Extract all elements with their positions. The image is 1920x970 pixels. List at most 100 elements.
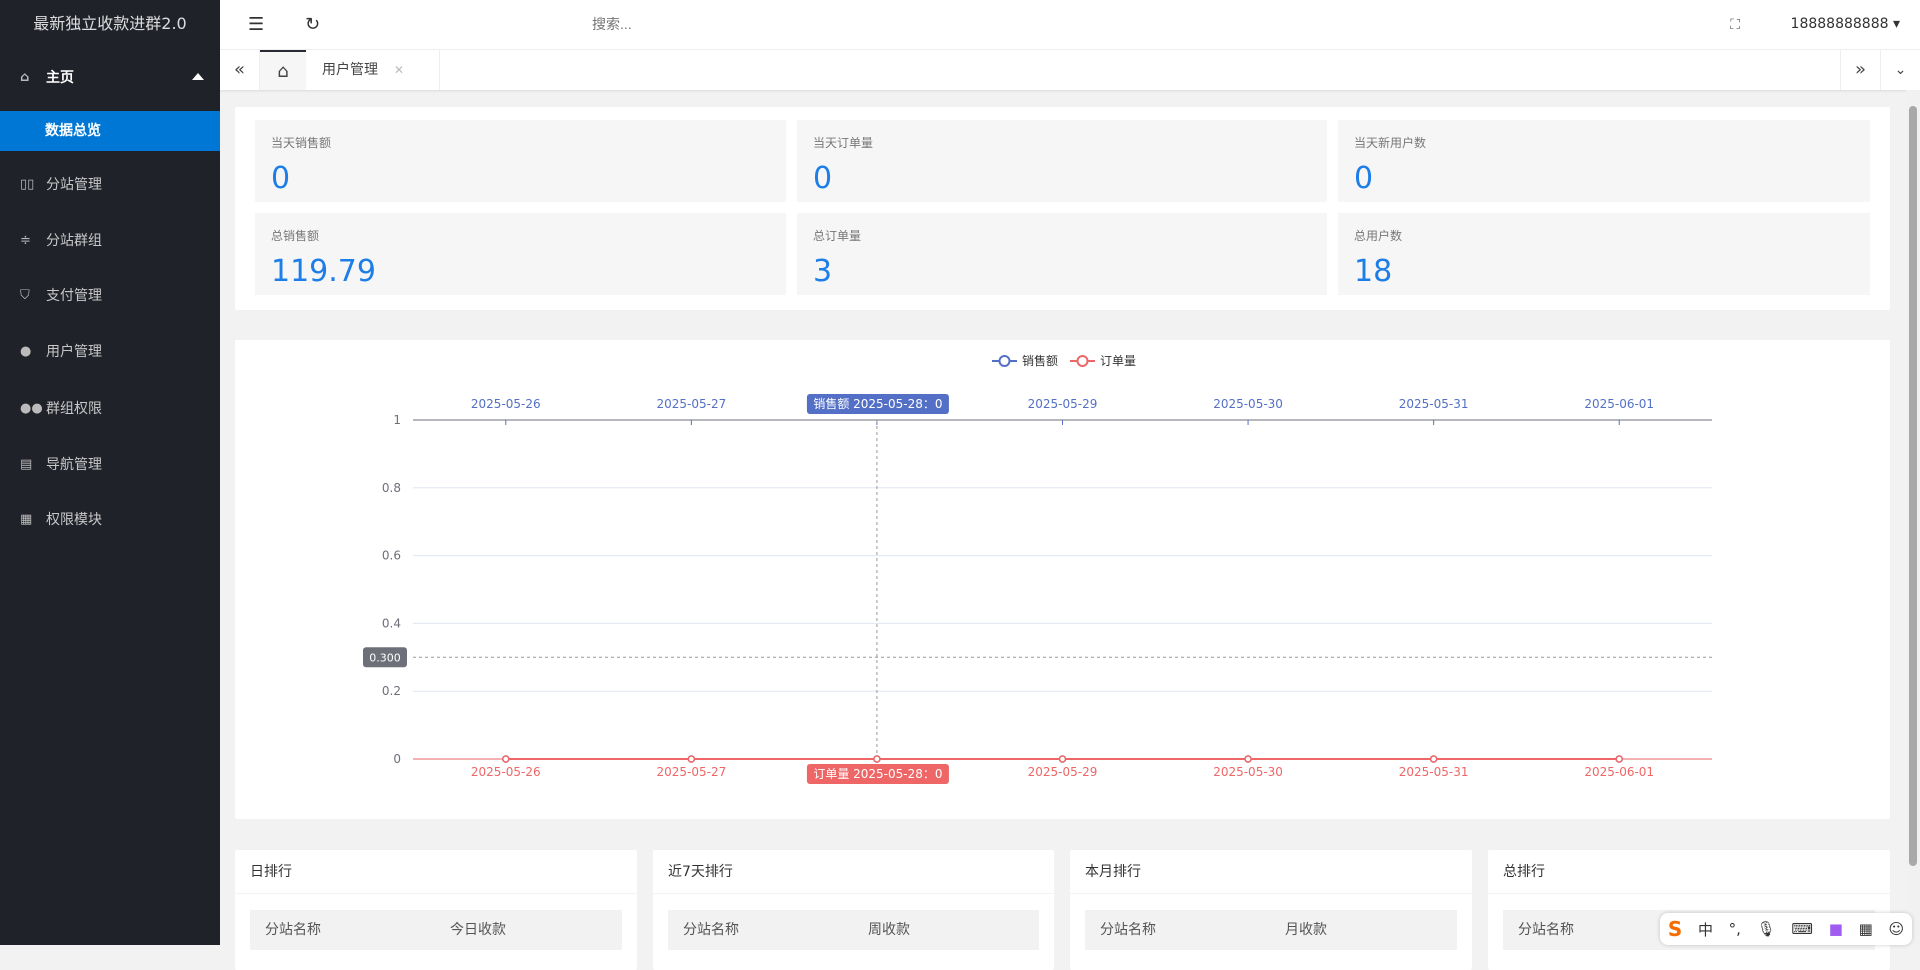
- chart-card: 0 0.2 0.4 0.6 0.8 1 2025-05-26 2025-05-26 2025-0…: [235, 340, 1890, 819]
- user-menu[interactable]: 18888888888 ▾: [1790, 16, 1900, 32]
- sogou-logo-icon[interactable]: S: [1667, 917, 1683, 941]
- x-tick-label-top: 2025-05-26: [471, 397, 541, 411]
- sidebar-item-dashboard[interactable]: 数据总览: [0, 111, 220, 151]
- close-icon[interactable]: ✕: [394, 63, 405, 77]
- sidebar-item-branch-group[interactable]: ≑ 分站群组: [0, 215, 220, 265]
- punctuation-icon[interactable]: °,: [1728, 920, 1741, 938]
- tooltip-bottom: 订单量 2025-05-28：0: [813, 767, 942, 781]
- tab-home[interactable]: ⌂: [260, 50, 306, 90]
- legend-marker: [1076, 355, 1089, 367]
- sidebar-item-label: 导航管理: [46, 457, 102, 473]
- ranking-title: 本月排行: [1070, 850, 1472, 894]
- scrollbar[interactable]: [1906, 90, 1920, 945]
- sidebar-item-home[interactable]: ⌂ 主页: [0, 52, 220, 102]
- data-point: [1615, 755, 1623, 763]
- keyboard-icon[interactable]: ⌨: [1791, 920, 1813, 938]
- ranking-title: 日排行: [235, 850, 637, 894]
- x-tick-label-bottom: 2025-05-27: [656, 765, 726, 779]
- stat-today-orders: 当天订单量 0: [797, 120, 1327, 202]
- legend-marker: [998, 355, 1011, 367]
- stat-label: 当天订单量: [813, 136, 874, 150]
- x-tick-label-top: 2025-05-29: [1028, 397, 1098, 411]
- stat-label: 当天销售额: [271, 136, 332, 150]
- column-header: 今日收款: [450, 922, 506, 938]
- mascot-icon[interactable]: ☺: [1888, 920, 1905, 938]
- scroll-left-icon[interactable]: «: [220, 50, 260, 90]
- tab-user-management[interactable]: 用户管理 ✕: [306, 50, 440, 90]
- cards-icon: ▤: [20, 456, 33, 472]
- data-point: [1244, 755, 1252, 763]
- crosshair-label: 0.300: [369, 651, 401, 664]
- ranking-title: 总排行: [1488, 850, 1890, 894]
- ranking-total: 总排行分站名称: [1488, 850, 1890, 970]
- sidebar-item-label: 支付管理: [46, 288, 102, 304]
- stat-value: 0: [271, 161, 291, 196]
- user-icon: ●: [20, 343, 32, 359]
- sidebar-item-group-perm[interactable]: ●● 群组权限: [0, 383, 220, 433]
- stat-label: 总订单量: [813, 229, 862, 243]
- chevron-down-icon[interactable]: ⌄: [1880, 50, 1920, 90]
- stat-value: 119.79: [271, 254, 376, 289]
- line-chart[interactable]: 0 0.2 0.4 0.6 0.8 1 2025-05-26 2025-05-26 2025-0…: [235, 340, 1890, 819]
- stats-card: 当天销售额 0 当天订单量 0 当天新用户数 0 总销售额 119.79 总订单量 3 总…: [235, 107, 1890, 310]
- refresh-icon[interactable]: ↻: [305, 14, 321, 35]
- tooltip-bottom-bg: [806, 764, 949, 784]
- table-header: 分站名称 月收款: [1085, 910, 1457, 950]
- crosshair-label-bg: [363, 647, 407, 668]
- sidebar-item-payment[interactable]: ⛉ 支付管理: [0, 270, 220, 320]
- column-header: 分站名称: [1100, 922, 1156, 938]
- tooltip-top-bg: [806, 394, 949, 414]
- table-header: 分站名称 周收款: [668, 910, 1039, 950]
- stat-label: 总用户数: [1354, 229, 1403, 243]
- stat-value: 0: [1354, 161, 1374, 196]
- tab-bar: « ⌂ 用户管理 ✕ » ⌄: [220, 50, 1920, 90]
- table-header: 分站名称 今日收款: [250, 910, 622, 950]
- apps-grid-icon[interactable]: ▦: [1858, 920, 1873, 938]
- stat-today-users: 当天新用户数 0: [1338, 120, 1870, 202]
- microphone-icon[interactable]: 🎙: [1756, 920, 1776, 938]
- x-tick-label-top: 2025-05-27: [656, 397, 726, 411]
- skin-icon[interactable]: ■: [1828, 920, 1843, 938]
- fullscreen-icon[interactable]: ⛶: [1730, 17, 1740, 33]
- data-point: [502, 755, 510, 763]
- stat-value: 3: [813, 254, 833, 289]
- ime-mode[interactable]: 中: [1697, 920, 1713, 939]
- grid-icon: ▦: [20, 511, 33, 527]
- search-input[interactable]: [592, 16, 792, 32]
- sidebar-item-nav[interactable]: ▤ 导航管理: [0, 439, 220, 489]
- sidebar-item-branch[interactable]: ▯▯ 分站管理: [0, 159, 220, 209]
- home-icon: ⌂: [277, 61, 289, 82]
- ranking-monthly: 本月排行分站名称 月收款: [1070, 850, 1472, 970]
- x-tick-label-bottom: 2025-06-01: [1584, 765, 1654, 779]
- columns-icon: ▯▯: [20, 176, 35, 192]
- shield-check-icon: ⛉: [20, 287, 30, 303]
- users-icon: ●●: [20, 400, 43, 416]
- y-tick-label: 0.4: [382, 616, 401, 630]
- sidebar-item-modules[interactable]: ▦ 权限模块: [0, 494, 220, 544]
- stat-value: 18: [1354, 254, 1393, 289]
- x-tick-label-bottom: 2025-05-30: [1213, 765, 1283, 779]
- sidebar-item-label: 用户管理: [46, 344, 102, 360]
- scrollbar-thumb[interactable]: [1909, 106, 1917, 866]
- sidebar-item-label: 分站管理: [46, 177, 102, 193]
- ranking-title: 近7天排行: [653, 850, 1054, 894]
- home-icon: ⌂: [20, 69, 30, 85]
- data-point: [1058, 755, 1067, 763]
- collapse-menu-icon[interactable]: ☰: [248, 14, 265, 35]
- username: 18888888888: [1790, 16, 1889, 32]
- y-tick-label: 0.2: [382, 684, 401, 698]
- ranking-daily: 日排行分站名称 今日收款: [235, 850, 637, 970]
- x-tick-label-bottom: 2025-05-26: [471, 765, 541, 779]
- column-header: 分站名称: [1518, 922, 1574, 938]
- y-tick-label: 1: [393, 413, 401, 427]
- scroll-right-icon[interactable]: »: [1840, 50, 1880, 90]
- y-tick-label: 0: [393, 752, 401, 766]
- x-tick-label-top: 2025-05-31: [1399, 397, 1469, 411]
- app-title: 最新独立收款进群2.0: [33, 14, 187, 33]
- sidebar-item-users[interactable]: ● 用户管理: [0, 326, 220, 376]
- x-tick-label-top: 2025-05-30: [1213, 397, 1283, 411]
- y-tick-label: 0.6: [382, 549, 401, 563]
- topbar: ☰ ↻ ⛶ 18888888888 ▾: [220, 0, 1920, 50]
- sidebar-item-label: 主页: [46, 70, 74, 86]
- column-header: 分站名称: [265, 922, 321, 938]
